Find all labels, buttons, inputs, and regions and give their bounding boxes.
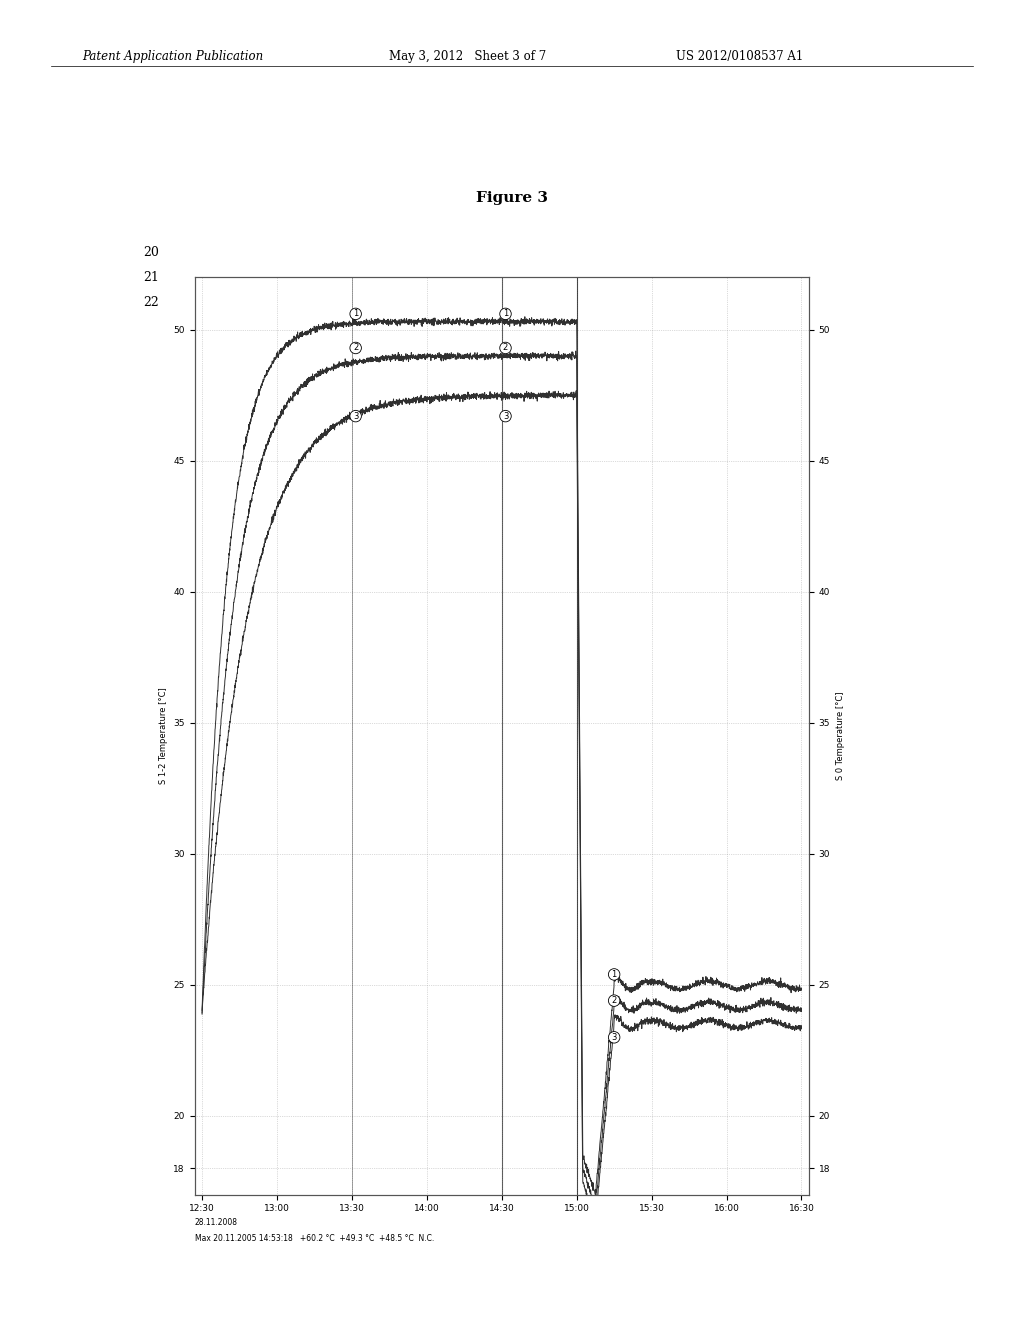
Text: Max 20.11.2005 14:53:18   +60.2 °C  +49.3 °C  +48.5 °C  N.C.: Max 20.11.2005 14:53:18 +60.2 °C +49.3 °… — [195, 1234, 434, 1243]
Text: 3: 3 — [503, 412, 508, 421]
Text: 2: 2 — [611, 997, 616, 1005]
Text: May 3, 2012   Sheet 3 of 7: May 3, 2012 Sheet 3 of 7 — [389, 50, 547, 63]
Text: US 2012/0108537 A1: US 2012/0108537 A1 — [676, 50, 803, 63]
Text: 28.11.2008: 28.11.2008 — [195, 1218, 238, 1228]
Text: 20: 20 — [142, 246, 159, 259]
Text: 22: 22 — [143, 296, 159, 309]
Text: 1: 1 — [611, 970, 616, 979]
Text: 2: 2 — [503, 343, 508, 352]
Text: 3: 3 — [353, 412, 358, 421]
Text: Patent Application Publication: Patent Application Publication — [82, 50, 263, 63]
Y-axis label: S 0 Temperature [°C]: S 0 Temperature [°C] — [836, 692, 845, 780]
Text: 1: 1 — [503, 309, 508, 318]
Text: 3: 3 — [611, 1032, 616, 1041]
Y-axis label: S 1-2 Temperature [°C]: S 1-2 Temperature [°C] — [159, 688, 168, 784]
Text: Figure 3: Figure 3 — [476, 191, 548, 206]
Text: 1: 1 — [353, 309, 358, 318]
Text: 21: 21 — [142, 271, 159, 284]
Text: 2: 2 — [353, 343, 358, 352]
